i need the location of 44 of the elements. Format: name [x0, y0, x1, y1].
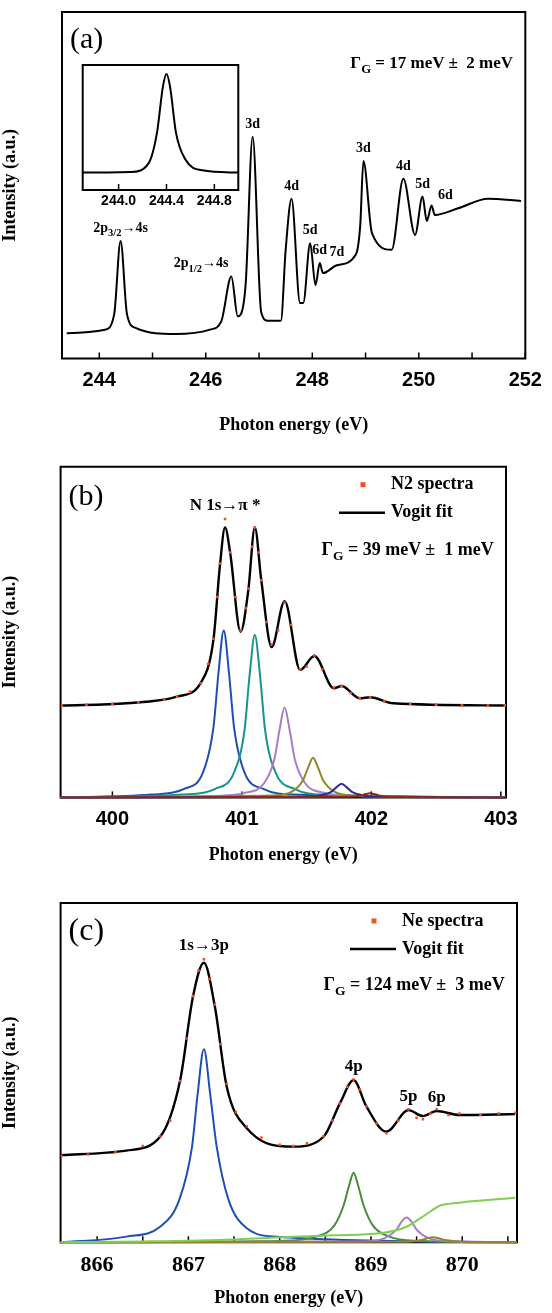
x-axis-title: Photon energy (eV) [208, 843, 358, 865]
annotation: 3d [356, 140, 372, 156]
annotation: N 1s→π * [189, 495, 261, 515]
y-axis-title: Intensity (a.u.) [0, 575, 21, 689]
annotation: 1s→3p [178, 935, 229, 955]
x-axis-title: Photon energy (eV) [219, 413, 369, 435]
x-tick-label: 244 [82, 368, 117, 391]
x-axis-title: Photon energy (eV) [214, 1286, 364, 1308]
x-tick-label: 869 [354, 1251, 388, 1277]
x-tick-label: 248 [295, 368, 329, 391]
x-tick-label: 402 [354, 806, 389, 829]
x-tick-label: 252 [508, 368, 542, 391]
x-tick-label: 244.8 [196, 192, 233, 209]
x-tick-label: 866 [80, 1251, 114, 1277]
text: (c) [68, 911, 105, 947]
legend-label: Vogit fit [402, 937, 464, 958]
annotation: 5d [415, 175, 431, 191]
text: (b) [68, 477, 104, 512]
legend-label: Vogit fit [391, 501, 453, 522]
x-tick-label: 870 [445, 1251, 479, 1277]
annotation: 6p [427, 1086, 446, 1106]
annotation: 5p [399, 1086, 418, 1106]
annotation: 5d [302, 222, 318, 238]
annotation: 6d [312, 242, 328, 258]
x-tick-label: 246 [189, 368, 223, 391]
annotation: 4d [395, 157, 411, 173]
x-tick-label: 400 [95, 806, 130, 829]
legend-label: Ne spectra [402, 909, 484, 930]
annotation: 6d [438, 186, 454, 202]
annotation: 7d [329, 244, 345, 260]
x-tick-label: 867 [171, 1251, 205, 1277]
x-tick-label: 244.0 [101, 192, 137, 209]
x-tick-label: 250 [402, 368, 436, 391]
annotation: 3d [245, 115, 261, 131]
annotation: 4p [344, 1056, 363, 1076]
x-tick-label: 403 [484, 806, 518, 829]
annotation: 4d [284, 177, 300, 193]
y-axis-title: Intensity (a.u.) [0, 1016, 21, 1129]
x-tick-label: 401 [225, 806, 259, 829]
y-axis-title: Intensity (a.u.) [0, 128, 21, 242]
x-tick-label: 868 [263, 1251, 297, 1277]
legend-label: N2 spectra [391, 473, 474, 494]
text: (a) [70, 21, 104, 55]
x-tick-label: 244.4 [148, 192, 185, 209]
